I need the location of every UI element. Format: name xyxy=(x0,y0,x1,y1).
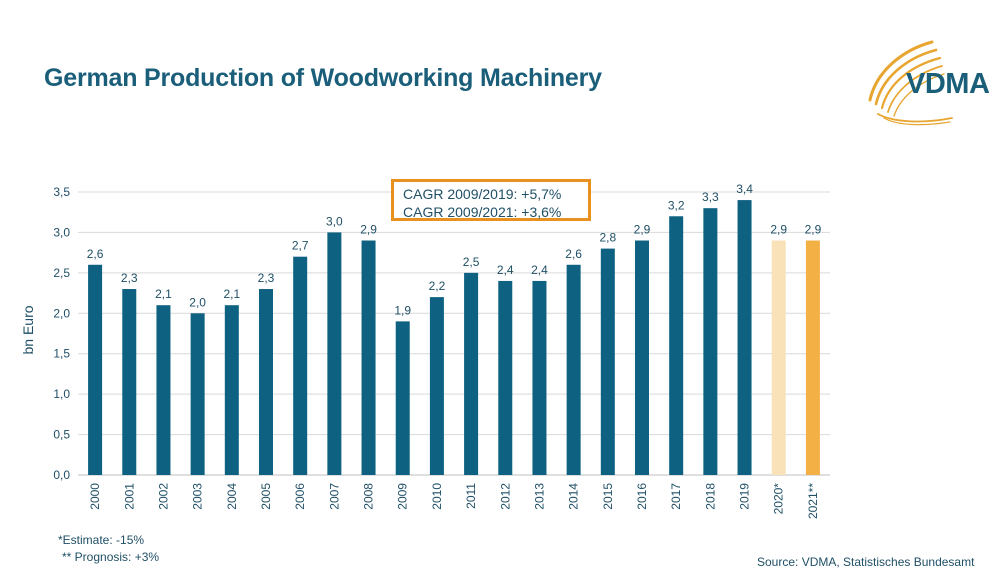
x-tick-label: 2017 xyxy=(669,483,683,510)
bar-2002 xyxy=(156,305,171,475)
x-tick-label: 2016 xyxy=(635,483,649,510)
vdma-logo: VDMA xyxy=(862,38,1002,126)
x-tick-label: 2002 xyxy=(156,483,170,510)
page-title: German Production of Woodworking Machine… xyxy=(44,64,602,92)
x-tick-label: 2004 xyxy=(225,483,239,510)
bar-2017 xyxy=(669,216,684,475)
bar-2019 xyxy=(737,200,752,476)
x-tick-label: 2006 xyxy=(293,483,307,510)
bar-2008 xyxy=(361,240,376,475)
y-tick-label: 1,5 xyxy=(53,347,70,361)
cagr-2019-text: CAGR 2009/2019: +5,7% xyxy=(403,186,562,202)
y-tick-label: 1,0 xyxy=(53,387,70,401)
bar-2010 xyxy=(429,297,444,475)
x-tick-label: 2007 xyxy=(327,483,341,510)
bar-2021 xyxy=(805,240,820,475)
bar-2004 xyxy=(224,305,239,475)
data-label: 2,9 xyxy=(805,223,822,237)
y-tick-label: 0,5 xyxy=(53,428,70,442)
x-tick-label: 2001 xyxy=(122,483,136,510)
x-tick-label: 2012 xyxy=(498,483,512,510)
bar-2007 xyxy=(327,232,342,475)
x-tick-label: 2019 xyxy=(738,483,752,510)
data-label: 1,9 xyxy=(394,303,411,317)
data-label: 2,9 xyxy=(634,223,651,237)
x-tick-label: 2005 xyxy=(259,483,273,510)
x-tick-label: 2008 xyxy=(362,483,376,510)
y-tick-label: 2,0 xyxy=(53,306,70,320)
data-label: 2,9 xyxy=(360,223,377,237)
x-tick-label: 2020* xyxy=(772,483,786,515)
data-label: 2,1 xyxy=(223,287,240,301)
data-label: 2,5 xyxy=(463,255,480,269)
bar-2001 xyxy=(122,289,137,475)
bar-2000 xyxy=(88,264,103,475)
x-tick-label: 2000 xyxy=(88,483,102,510)
y-tick-label: 3,0 xyxy=(53,225,70,239)
cagr-2021-text: CAGR 2009/2021: +3,6% xyxy=(403,204,562,220)
y-tick-label: 0,0 xyxy=(53,468,70,482)
footnote-estimate: *Estimate: -15% xyxy=(58,533,145,547)
data-label: 2,6 xyxy=(565,247,582,261)
bar-2006 xyxy=(293,256,308,475)
bar-2009 xyxy=(395,321,410,475)
bar-2013 xyxy=(532,280,547,475)
data-label: 2,4 xyxy=(531,263,548,277)
x-tick-label: 2013 xyxy=(532,483,546,510)
data-label: 2,0 xyxy=(189,295,206,309)
data-label: 2,7 xyxy=(292,239,309,253)
x-tick-label: 2003 xyxy=(191,483,205,510)
source-note: Source: VDMA, Statistisches Bundesamt xyxy=(757,555,975,569)
y-axis-label: bn Euro xyxy=(20,305,36,354)
bar-2011 xyxy=(464,272,479,475)
bar-2012 xyxy=(498,280,513,475)
bar-2016 xyxy=(635,240,649,475)
data-label: 2,1 xyxy=(155,287,172,301)
x-tick-label: 2021** xyxy=(806,483,820,519)
x-tick-label: 2014 xyxy=(567,483,581,510)
data-label: 3,3 xyxy=(702,190,719,204)
y-tick-label: 3,5 xyxy=(53,185,70,199)
x-tick-label: 2015 xyxy=(601,483,615,510)
bar-2003 xyxy=(190,313,205,475)
data-label: 2,8 xyxy=(599,231,616,245)
data-label: 2,2 xyxy=(429,279,446,293)
data-label: 2,3 xyxy=(121,271,138,285)
data-label: 3,0 xyxy=(326,214,343,228)
data-label: 2,3 xyxy=(258,271,275,285)
data-label: 2,9 xyxy=(770,223,787,237)
bar-2015 xyxy=(600,248,615,475)
x-tick-label: 2010 xyxy=(430,483,444,510)
bar-2018 xyxy=(703,208,718,475)
bar-2020 xyxy=(771,240,786,475)
data-label: 2,6 xyxy=(87,247,104,261)
data-label: 2,4 xyxy=(497,263,514,277)
x-tick-label: 2011 xyxy=(464,483,478,509)
footnote-prognosis: ** Prognosis: +3% xyxy=(62,550,160,564)
data-label: 3,4 xyxy=(736,182,753,196)
x-tick-label: 2009 xyxy=(396,483,410,510)
bar-2005 xyxy=(259,289,273,475)
logo-text: VDMA xyxy=(906,68,990,100)
bar-2014 xyxy=(566,264,581,475)
x-tick-label: 2018 xyxy=(703,483,717,510)
y-tick-label: 2,5 xyxy=(53,266,70,280)
cagr-annotation-box: CAGR 2009/2019: +5,7% CAGR 2009/2021: +3… xyxy=(391,179,591,221)
data-label: 3,2 xyxy=(668,198,685,212)
vdma-swoosh-icon xyxy=(868,40,953,126)
